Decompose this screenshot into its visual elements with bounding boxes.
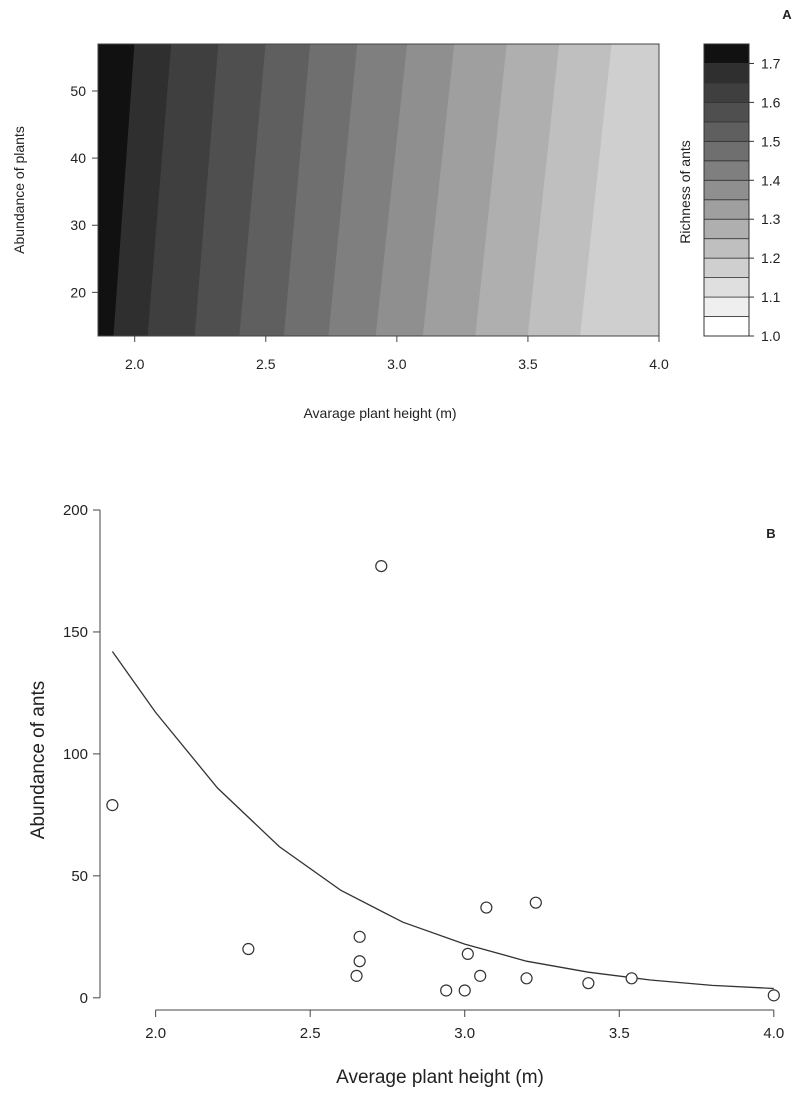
y-tick-label-b: 200 (63, 502, 88, 519)
data-point (625, 972, 638, 985)
data-point (353, 930, 366, 943)
y-tick-label-a: 40 (70, 150, 86, 166)
x-tick-label-b: 4.0 (763, 1025, 784, 1042)
colorbar-swatch (703, 277, 750, 298)
y-tick-label-b: 0 (80, 990, 88, 1007)
data-point (529, 896, 542, 909)
x-axis-label-a: Avarage plant height (m) (303, 405, 456, 421)
y-tick-label-a: 30 (70, 217, 86, 233)
data-point (474, 969, 487, 982)
colorbar-swatch (703, 63, 750, 84)
colorbar-swatch (703, 160, 750, 181)
data-point (461, 947, 474, 961)
y-tick-label-a: 50 (70, 83, 86, 99)
x-tick-label-a: 3.5 (518, 356, 538, 372)
data-point (440, 984, 453, 997)
y-tick-label-a: 20 (70, 284, 86, 300)
plot-frame-a (97, 43, 660, 337)
y-tick-label-b: 50 (71, 868, 88, 885)
data-point (458, 984, 471, 997)
colorbar-tick-label: 1.7 (761, 55, 781, 71)
x-axis-a: 2.0 2.5 3.0 3.5 4.0 (125, 336, 669, 372)
y-axis-a: 20 30 40 50 (70, 83, 98, 300)
panel-b-scatter-plot: 2.0 2.5 3.0 3.5 4.0 0 50 100 150 200 Average plan… (28, 502, 784, 1088)
x-axis-label-b: Average plant height (m) (336, 1067, 544, 1088)
colorbar-swatch (703, 316, 750, 337)
colorbar-tick-label: 1.0 (761, 328, 781, 344)
fitted-curve (111, 651, 774, 990)
data-point (106, 799, 119, 812)
colorbar-swatch (703, 140, 750, 162)
panel-label-a: A (782, 7, 792, 22)
data-point (480, 901, 493, 914)
x-tick-label-b: 2.0 (145, 1025, 166, 1042)
colorbar-swatch (703, 218, 750, 240)
colorbar-swatch (703, 199, 750, 220)
contour-bands (97, 43, 660, 337)
colorbar-label: Richness of ants (677, 140, 693, 244)
data-point (520, 972, 533, 985)
y-axis-label-b: Abundance of ants (28, 681, 49, 839)
scatter-points (106, 559, 780, 1002)
x-tick-label-b: 3.0 (454, 1025, 475, 1042)
colorbar-swatch (703, 102, 750, 123)
y-axis-label-a: Abundance of plants (11, 126, 27, 254)
colorbar-swatch (703, 43, 750, 64)
x-tick-label-a: 3.0 (387, 356, 407, 372)
colorbar-swatch (703, 82, 750, 103)
colorbar-frame (703, 43, 750, 337)
data-point (350, 969, 363, 982)
panel-label-b: B (766, 526, 775, 541)
x-tick-label-a: 2.0 (125, 356, 145, 372)
colorbar-tick-label: 1.5 (761, 133, 781, 149)
colorbar-swatch (703, 296, 750, 317)
x-tick-label-b: 2.5 (300, 1025, 321, 1042)
colorbar-tick-label: 1.1 (761, 289, 781, 305)
colorbar-swatch (703, 179, 750, 201)
colorbar-swatch (703, 257, 750, 278)
data-point (242, 942, 255, 956)
x-tick-label-a: 2.5 (256, 356, 276, 372)
y-tick-label-b: 100 (63, 746, 88, 763)
colorbar: 1.0 1.1 1.2 1.3 1.4 1.5 1.6 1.7 (703, 43, 781, 344)
data-point (353, 955, 366, 968)
data-point (582, 977, 595, 990)
x-tick-label-b: 3.5 (609, 1025, 630, 1042)
panel-a-contour-plot: 2.0 2.5 3.0 3.5 4.0 20 30 40 50 Avarage plant h… (11, 7, 792, 421)
data-point (767, 989, 780, 1002)
colorbar-tick-label: 1.4 (761, 172, 781, 188)
colorbar-tick-label: 1.6 (761, 94, 781, 110)
axes-b: 2.0 2.5 3.0 3.5 4.0 0 50 100 150 200 (63, 502, 784, 1042)
x-tick-label-a: 4.0 (649, 356, 669, 372)
data-point (375, 559, 388, 573)
colorbar-tick-label: 1.2 (761, 250, 781, 266)
y-tick-label-b: 150 (63, 624, 88, 641)
colorbar-swatch (703, 238, 750, 259)
colorbar-tick-label: 1.3 (761, 211, 781, 227)
colorbar-swatch (703, 121, 750, 142)
